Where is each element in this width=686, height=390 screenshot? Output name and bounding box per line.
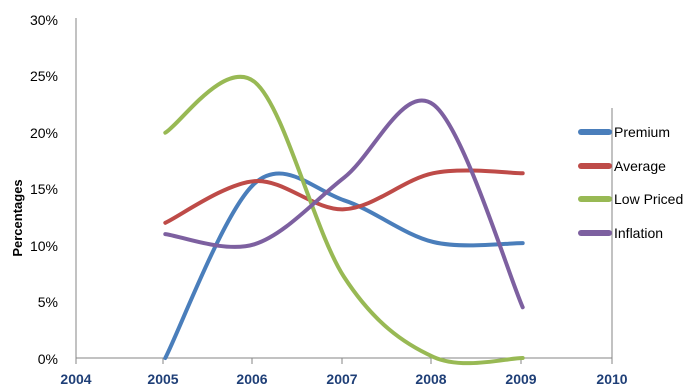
series-group xyxy=(163,74,525,366)
legend-label-average: Average xyxy=(614,158,666,174)
y-tick-label: 0% xyxy=(38,351,58,367)
x-tick-label: 2010 xyxy=(596,371,627,387)
series-line-inflation xyxy=(163,98,525,310)
series-line-average xyxy=(163,168,525,225)
x-tick-label: 2005 xyxy=(147,371,178,387)
legend-label-low-priced: Low Priced xyxy=(614,191,683,207)
series-line-low-priced xyxy=(163,74,525,366)
y-tick-label: 20% xyxy=(30,125,58,141)
legend: Premium Average Low Priced Inflation xyxy=(578,124,683,241)
y-tick-label: 25% xyxy=(30,68,58,84)
y-axis-label: Percentages xyxy=(10,179,25,256)
legend-label-inflation: Inflation xyxy=(614,225,663,241)
x-tick-label: 2004 xyxy=(60,371,91,387)
x-tick-label: 2006 xyxy=(236,371,267,387)
y-tick-label: 10% xyxy=(30,238,58,254)
x-tick-label: 2007 xyxy=(326,371,357,387)
x-tick-label: 2009 xyxy=(505,371,536,387)
legend-label-premium: Premium xyxy=(614,124,670,140)
y-tick-label: 5% xyxy=(38,294,58,310)
y-tick-label: 15% xyxy=(30,181,58,197)
x-tick-label: 2008 xyxy=(415,371,446,387)
series-line-premium xyxy=(163,171,525,360)
y-tick-label: 30% xyxy=(30,12,58,28)
